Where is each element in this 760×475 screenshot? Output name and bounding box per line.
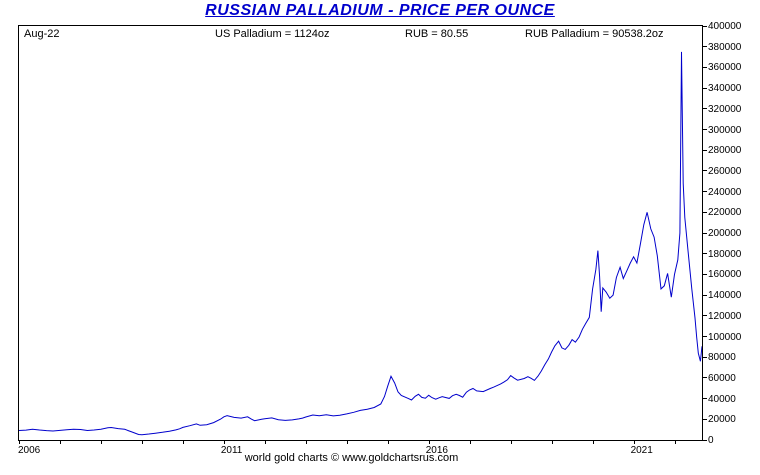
y-axis-tick xyxy=(702,418,707,420)
y-axis-label: 140000 xyxy=(708,290,742,302)
y-axis-tick xyxy=(702,25,707,27)
y-axis-tick xyxy=(702,398,707,400)
x-axis-tick xyxy=(264,441,266,444)
x-axis-tick xyxy=(551,441,553,444)
x-axis-tick xyxy=(182,441,184,444)
y-axis-tick xyxy=(702,170,707,172)
y-axis-tick xyxy=(702,232,707,234)
y-axis-label: 380000 xyxy=(708,41,742,53)
x-axis-tick xyxy=(223,441,225,444)
y-axis-label: 180000 xyxy=(708,248,742,260)
y-axis-label: 100000 xyxy=(708,331,742,343)
y-axis-label: 80000 xyxy=(708,352,736,364)
chart-plot-area xyxy=(18,25,703,441)
x-axis-label: 2021 xyxy=(630,445,653,456)
y-axis-tick xyxy=(702,253,707,255)
x-axis-tick xyxy=(510,441,512,444)
x-axis-tick xyxy=(100,441,102,444)
y-axis-tick xyxy=(702,108,707,110)
x-axis-tick xyxy=(59,441,61,444)
y-axis-label: 400000 xyxy=(708,21,742,32)
y-axis-tick xyxy=(702,66,707,68)
y-axis-tick xyxy=(702,377,707,379)
y-axis-tick xyxy=(702,294,707,296)
y-axis-label: 60000 xyxy=(708,372,736,384)
footer-credit: world gold charts © www.goldchartsrus.co… xyxy=(244,452,459,464)
x-axis-tick xyxy=(346,441,348,444)
y-axis-tick xyxy=(702,336,707,337)
y-axis-label: 40000 xyxy=(708,393,736,405)
y-axis-tick xyxy=(702,439,707,441)
y-axis-tick xyxy=(702,211,707,213)
x-axis-tick xyxy=(387,441,389,444)
x-axis-tick xyxy=(674,441,676,444)
x-axis-tick xyxy=(592,441,594,444)
x-axis-tick xyxy=(305,441,307,444)
chart-date-label: Aug-22 xyxy=(24,28,60,40)
y-axis-label: 360000 xyxy=(708,62,742,74)
chart-svg xyxy=(19,51,702,436)
y-axis-tick xyxy=(702,191,707,193)
y-axis-label: 280000 xyxy=(708,145,742,157)
y-axis-label: 120000 xyxy=(708,310,742,322)
x-axis-label: 2016 xyxy=(425,445,448,456)
page-title: RUSSIAN PALLADIUM - PRICE PER OUNCE xyxy=(205,2,555,19)
y-axis-label: 20000 xyxy=(708,414,736,426)
y-axis-label: 300000 xyxy=(708,124,742,136)
x-axis-tick xyxy=(633,441,635,444)
y-axis-label: 220000 xyxy=(708,207,742,219)
y-axis-label: 160000 xyxy=(708,269,742,281)
x-axis-tick xyxy=(428,441,430,444)
y-axis-tick xyxy=(702,356,707,358)
y-axis-tick xyxy=(702,87,707,89)
y-axis-label: 260000 xyxy=(708,165,742,177)
y-axis-label: 240000 xyxy=(708,186,742,198)
x-axis-label: 2006 xyxy=(18,445,41,456)
y-axis-tick xyxy=(702,149,707,151)
us-palladium-stat: US Palladium = 1124oz xyxy=(215,28,330,40)
y-axis-tick xyxy=(702,129,707,130)
rub-palladium-stat: RUB Palladium = 90538.2oz xyxy=(525,28,664,40)
x-axis-tick xyxy=(141,441,143,444)
y-axis-label: 200000 xyxy=(708,228,742,239)
y-axis-tick xyxy=(702,46,707,48)
y-axis-label: 340000 xyxy=(708,83,742,95)
y-axis-label: 320000 xyxy=(708,103,742,115)
x-axis-tick xyxy=(19,441,20,444)
rub-rate-stat: RUB = 80.55 xyxy=(405,28,469,40)
x-axis-tick xyxy=(469,441,471,444)
y-axis-label: 0 xyxy=(708,435,714,446)
x-axis-label: 2011 xyxy=(220,445,243,456)
price-line xyxy=(19,51,702,436)
y-axis-tick xyxy=(702,273,707,275)
y-axis-tick xyxy=(702,315,707,317)
